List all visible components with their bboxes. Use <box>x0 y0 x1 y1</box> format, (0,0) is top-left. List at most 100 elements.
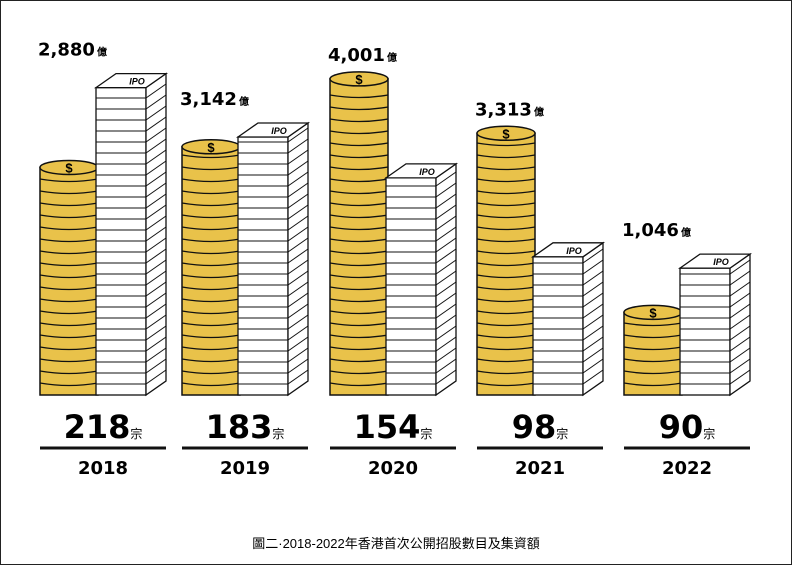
value-label: 1,046 億 <box>622 220 691 241</box>
paper-edge <box>145 94 167 110</box>
paper-edge <box>287 325 309 341</box>
coin-edge <box>476 178 536 183</box>
paper-edge <box>287 215 309 231</box>
paper-edge <box>287 138 309 154</box>
count-label: 154宗 <box>354 408 433 446</box>
paper-edge <box>145 369 167 385</box>
coin-edge <box>476 334 536 339</box>
paper-edge <box>582 336 604 352</box>
coin-edge <box>476 262 536 267</box>
value-label: 4,001 億 <box>328 45 397 66</box>
count-number: 98 <box>512 408 557 446</box>
paper-edge <box>435 314 457 330</box>
paper-edge <box>582 248 604 264</box>
paper-edge <box>435 270 457 286</box>
coin-edge <box>39 262 99 267</box>
paper-edge <box>287 292 309 308</box>
coin-symbol: $ <box>207 140 215 155</box>
paper-label: IPO <box>566 246 582 256</box>
paper-edge <box>582 369 604 385</box>
coin-edge <box>181 382 241 387</box>
paper-edge <box>287 347 309 363</box>
coin-edge <box>39 238 99 243</box>
coin-edge <box>623 370 683 375</box>
coin-edge <box>39 214 99 219</box>
count-label: 98宗 <box>512 408 569 446</box>
paper-edge <box>145 259 167 275</box>
paper-edge <box>729 358 751 374</box>
coin-edge <box>476 202 536 207</box>
paper-edge <box>145 83 167 99</box>
value-number: 3,142 <box>180 89 237 110</box>
coin-edge <box>329 238 389 243</box>
coin-edge <box>329 286 389 291</box>
paper-edge <box>582 314 604 330</box>
paper-stack <box>679 267 731 396</box>
paper-edge <box>287 171 309 187</box>
paper-edge <box>287 314 309 330</box>
paper-edge <box>145 248 167 264</box>
paper-edge <box>145 215 167 231</box>
coin-edge <box>39 274 99 279</box>
coin-edge <box>181 286 241 291</box>
paper-edge <box>145 204 167 220</box>
coin-edge <box>39 226 99 231</box>
paper-edge <box>435 325 457 341</box>
coin-edge <box>181 202 241 207</box>
paper-edge <box>435 259 457 275</box>
paper-edge <box>145 237 167 253</box>
paper-top <box>235 122 311 138</box>
paper-label: IPO <box>713 257 729 267</box>
paper-edge <box>287 193 309 209</box>
paper-edge <box>582 303 604 319</box>
paper-edge <box>145 193 167 209</box>
coin-edge <box>329 322 389 327</box>
paper-edge <box>145 270 167 286</box>
coin-edge <box>329 262 389 267</box>
coin-edge <box>476 154 536 159</box>
coin-edge <box>329 214 389 219</box>
paper-edge <box>582 281 604 297</box>
paper-top <box>383 163 459 179</box>
paper-edge <box>582 270 604 286</box>
coin-top <box>329 71 389 87</box>
paper-top <box>677 253 753 269</box>
coin-edge <box>181 166 241 171</box>
coin-edge <box>623 346 683 351</box>
coin-edge <box>476 298 536 303</box>
coin-edge <box>181 346 241 351</box>
paper-edge <box>287 182 309 198</box>
value-unit: 億 <box>97 46 107 59</box>
coin-edge <box>329 346 389 351</box>
coin-edge <box>39 370 99 375</box>
coin-edge <box>476 286 536 291</box>
coin-edge <box>329 142 389 147</box>
paper-edge <box>145 116 167 132</box>
coin-symbol: $ <box>502 126 510 141</box>
count-number: 218 <box>64 408 131 446</box>
paper-edge <box>145 138 167 154</box>
coin-edge <box>181 274 241 279</box>
paper-edge <box>145 105 167 121</box>
coin-edge <box>181 154 241 159</box>
paper-edge <box>287 226 309 242</box>
paper-edge <box>435 358 457 374</box>
coin-symbol: $ <box>65 160 73 175</box>
paper-edge <box>582 259 604 275</box>
coin-edge <box>476 226 536 231</box>
coin-edge <box>39 286 99 291</box>
coin-edge <box>329 298 389 303</box>
coin-edge <box>329 166 389 171</box>
paper-edge <box>435 303 457 319</box>
paper-edge <box>287 336 309 352</box>
coin-edge <box>329 274 389 279</box>
paper-edge <box>145 347 167 363</box>
paper-label: IPO <box>271 126 287 136</box>
coin-top <box>476 125 536 142</box>
paper-edge <box>729 347 751 363</box>
paper-label: IPO <box>419 167 435 177</box>
paper-edge <box>287 204 309 220</box>
paper-edge <box>287 237 309 253</box>
coin-edge <box>329 202 389 207</box>
coin-edge <box>476 358 536 363</box>
